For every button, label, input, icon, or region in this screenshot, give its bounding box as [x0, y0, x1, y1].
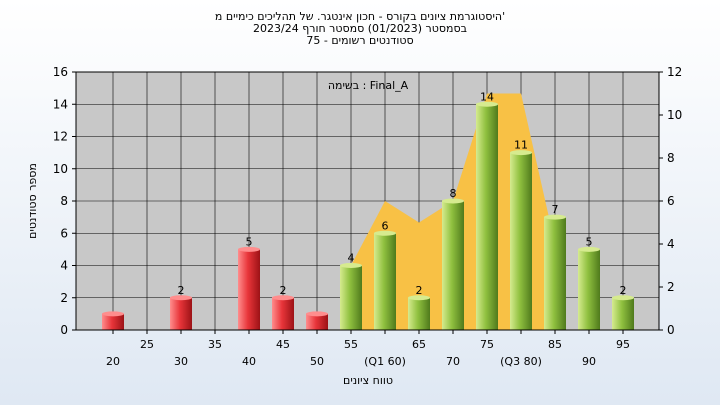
y2-tick-label: 6 — [667, 194, 675, 208]
chart-title: היסטוגרמת ציונים בקורס - חכון אינטגר. של… — [215, 10, 505, 47]
x-tick-label: 70 — [446, 355, 460, 368]
y-tick-label: 6 — [60, 226, 68, 240]
y-tick-label: 12 — [53, 130, 68, 144]
bar-top-30 — [170, 295, 192, 301]
x-tick-label: 30 — [174, 355, 188, 368]
bar-label-30: 2 — [178, 284, 185, 297]
y-tick-label: 14 — [53, 97, 68, 111]
bar-top-75 — [476, 101, 498, 107]
y-tick-label: 8 — [60, 194, 68, 208]
bar-50 — [306, 313, 328, 330]
bar-label-65: 2 — [416, 284, 423, 297]
x-tick-label: 75 — [480, 338, 494, 351]
bar-series: 2 5 2 4 6 2 8 14 11 7 5 2 — [102, 90, 634, 330]
bar-top-60 — [374, 230, 396, 236]
bar-70 — [442, 201, 464, 330]
bar-label-60: 6 — [382, 219, 389, 232]
bar-90 — [578, 249, 600, 330]
x-tick-label: (Q1 60) — [364, 355, 406, 368]
y2-tick-label: 8 — [667, 151, 675, 165]
bar-95 — [612, 297, 634, 330]
x-tick-label: 90 — [582, 355, 596, 368]
bar-45 — [272, 297, 294, 330]
x-axis-title: טווח ציונים — [343, 374, 393, 387]
bar-top-65 — [408, 295, 430, 301]
bar-label-95: 2 — [620, 284, 627, 297]
y2-tick-label: 2 — [667, 280, 675, 294]
x-tick-label: 20 — [106, 355, 120, 368]
y2-tick-label: 0 — [667, 323, 675, 337]
x-tick-label: 95 — [616, 338, 630, 351]
bar-top-80 — [510, 150, 532, 156]
bar-40 — [238, 249, 260, 330]
bar-top-95 — [612, 295, 634, 301]
y-tick-label: 4 — [60, 259, 68, 273]
chart-annotation: בשימה : Final_A — [328, 79, 409, 92]
bar-75 — [476, 104, 498, 330]
bar-label-70: 8 — [450, 187, 457, 200]
y-axis-title: מספר סטודנטים — [26, 163, 39, 239]
bar-80 — [510, 152, 532, 330]
bar-top-40 — [238, 246, 260, 252]
x-tick-label: 85 — [548, 338, 562, 351]
y-tick-label: 16 — [53, 65, 68, 79]
bar-60 — [374, 233, 396, 330]
x-tick-label: 40 — [242, 355, 256, 368]
bar-top-70 — [442, 198, 464, 204]
bar-label-40: 5 — [246, 235, 253, 248]
bar-55 — [340, 265, 362, 330]
bar-label-75: 14 — [480, 90, 494, 103]
title-line-2: בסמסטר (01/2023) סמסטר חורף 2023/24 — [253, 22, 467, 35]
bar-top-55 — [340, 263, 362, 268]
x-tick-label: (Q3 80) — [500, 355, 542, 368]
y-tick-label: 0 — [60, 323, 68, 337]
bar-top-50 — [306, 311, 328, 317]
bar-30 — [170, 297, 192, 330]
bar-top-90 — [578, 246, 600, 252]
y-axis-right: 0 2 4 6 8 10 12 — [659, 65, 682, 337]
y2-tick-label: 10 — [667, 108, 682, 122]
bar-label-85: 7 — [552, 203, 559, 216]
x-axis: 20 25 30 35 40 45 50 55 (Q1 60) 65 70 75 (Q3 80) 85 90… — [106, 330, 630, 368]
bar-label-90: 5 — [586, 235, 593, 248]
y2-tick-label: 12 — [667, 65, 682, 79]
title-line-1: היסטוגרמת ציונים בקורס - חכון אינטגר. של… — [215, 10, 505, 23]
bar-label-45: 2 — [280, 284, 287, 297]
x-tick-label: 35 — [208, 338, 222, 351]
x-tick-label: 50 — [310, 355, 324, 368]
y-axis-left: 0 2 4 6 8 10 12 14 16 — [53, 65, 76, 337]
bar-top-45 — [272, 295, 294, 301]
y-tick-label: 10 — [53, 162, 68, 176]
bar-top-20 — [102, 311, 124, 317]
bar-20 — [102, 313, 124, 330]
bar-top-85 — [544, 214, 566, 220]
x-tick-label: 55 — [344, 338, 358, 351]
bar-label-80: 11 — [514, 139, 528, 152]
y-tick-label: 2 — [60, 291, 68, 305]
bar-65 — [408, 297, 430, 330]
x-tick-label: 45 — [276, 338, 290, 351]
bar-label-55: 4 — [348, 252, 355, 265]
bar-85 — [544, 217, 566, 330]
title-line-3: סטודנטים רשומים - 75 — [306, 34, 413, 47]
x-tick-label: 65 — [412, 338, 426, 351]
y2-tick-label: 4 — [667, 237, 675, 251]
x-tick-label: 25 — [140, 338, 154, 351]
